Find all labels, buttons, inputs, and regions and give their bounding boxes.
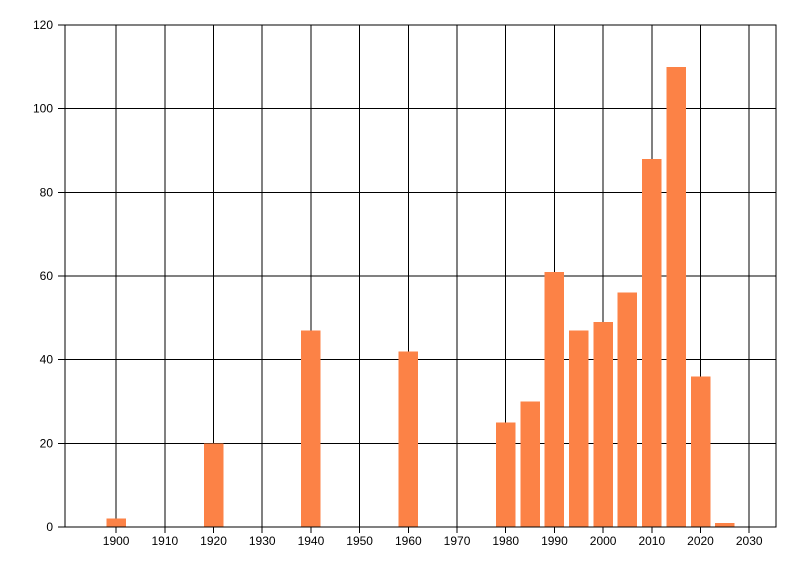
x-tick-label-1940: 1940 xyxy=(298,534,325,548)
x-tick-label-1920: 1920 xyxy=(200,534,227,548)
x-tick-label-1990: 1990 xyxy=(541,534,568,548)
x-tick-label-1910: 1910 xyxy=(151,534,178,548)
plot-border xyxy=(64,24,777,528)
bar-2025 xyxy=(715,522,735,527)
x-tick-label-2030: 2030 xyxy=(736,534,763,548)
x-tick-label-1970: 1970 xyxy=(444,534,471,548)
bar-1980 xyxy=(496,422,516,527)
bar-2010 xyxy=(642,158,662,527)
x-tick-label-1900: 1900 xyxy=(103,534,130,548)
y-tick-label-40: 40 xyxy=(40,353,54,367)
y-tick-label-60: 60 xyxy=(40,269,54,283)
x-tick-label-2000: 2000 xyxy=(590,534,617,548)
x-tick-label-1930: 1930 xyxy=(249,534,276,548)
x-tick-label-2010: 2010 xyxy=(638,534,665,548)
y-tick-label-120: 120 xyxy=(33,18,53,32)
bar-1990 xyxy=(544,271,565,527)
bar-1900 xyxy=(106,518,126,527)
bar-1985 xyxy=(520,401,540,527)
bar-1920 xyxy=(203,443,224,527)
x-tick-label-1960: 1960 xyxy=(395,534,422,548)
x-tick-label-1950: 1950 xyxy=(346,534,373,548)
bar-1995 xyxy=(569,330,589,527)
bar-1940 xyxy=(301,330,321,527)
y-tick-label-0: 0 xyxy=(46,520,53,534)
bar-2020 xyxy=(690,376,711,527)
bar-2005 xyxy=(617,292,638,527)
x-tick-label-1980: 1980 xyxy=(492,534,519,548)
y-tick-label-80: 80 xyxy=(40,185,54,199)
x-tick-label-2020: 2020 xyxy=(687,534,714,548)
bar-2015 xyxy=(666,66,686,528)
bar-1960 xyxy=(398,351,419,527)
y-tick-label-100: 100 xyxy=(33,102,53,116)
y-tick-label-20: 20 xyxy=(40,436,54,450)
bar-2000 xyxy=(593,322,613,527)
